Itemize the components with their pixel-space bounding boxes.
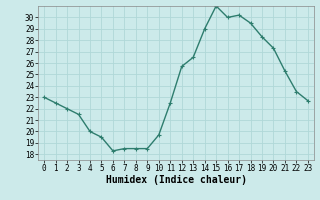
X-axis label: Humidex (Indice chaleur): Humidex (Indice chaleur) xyxy=(106,175,246,185)
